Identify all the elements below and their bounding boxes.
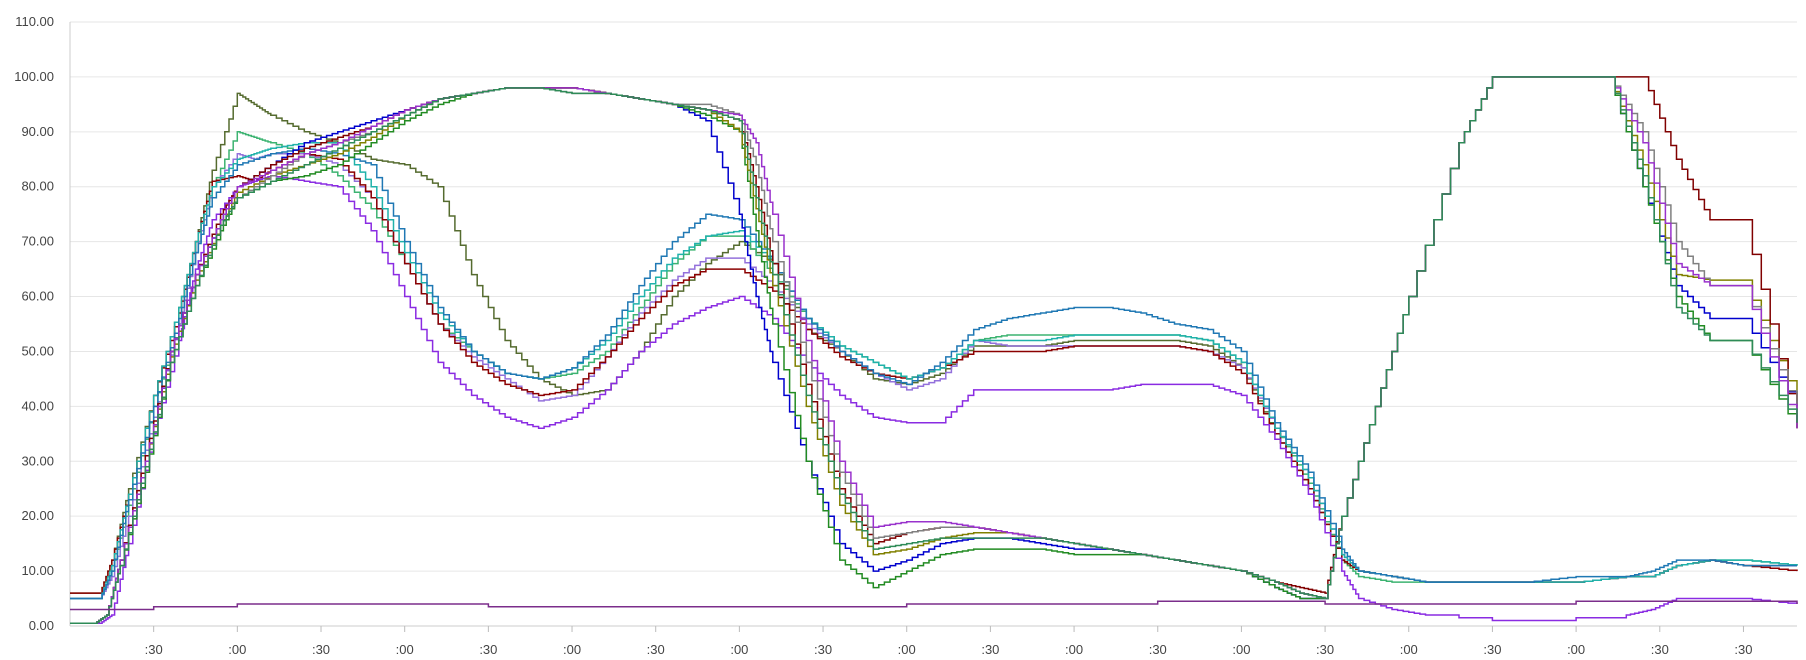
- x-tick-label: :30: [981, 642, 999, 657]
- y-tick-label: 0.00: [29, 618, 54, 633]
- x-tick-label: :00: [1400, 642, 1418, 657]
- x-tick-label: :30: [1316, 642, 1334, 657]
- x-tick-labels: :30 :00 :30 :00 :30 :00 :30 :00 :30 :00 :30 :00 :30:…: [145, 642, 1753, 657]
- x-tick-label: :30: [647, 642, 665, 657]
- x-tick-label: :30: [1734, 642, 1752, 657]
- x-tick-label: :00: [730, 642, 748, 657]
- series-line-5[interactable]: [70, 142, 1798, 600]
- y-tick-label: 110.00: [15, 14, 54, 29]
- y-tick-label: 60.00: [21, 289, 54, 304]
- x-tick-label: :30: [312, 642, 330, 657]
- y-tick-label: 100.00: [14, 69, 54, 84]
- x-tick-label: :00: [228, 642, 246, 657]
- x-tick-label: :00: [396, 642, 414, 657]
- series-layer: [70, 76, 1798, 625]
- y-tick-label: 40.00: [21, 398, 54, 413]
- x-tick-label: :30: [145, 642, 163, 657]
- y-tick-label: 20.00: [21, 508, 54, 523]
- series-line-14[interactable]: [70, 76, 1798, 625]
- y-tick-label: 50.00: [21, 343, 54, 358]
- y-tick-label: 80.00: [21, 179, 54, 194]
- x-tick-label: :00: [1232, 642, 1250, 657]
- y-tick-label: 90.00: [21, 124, 54, 139]
- x-tick-label: :30: [1483, 642, 1501, 657]
- x-tick-label: :30: [1149, 642, 1167, 657]
- axis-layer: [69, 22, 1797, 632]
- y-tick-label: 70.00: [21, 234, 54, 249]
- series-line-3[interactable]: [70, 153, 1797, 600]
- series-line-15[interactable]: [70, 600, 1798, 611]
- y-tick-labels: 0.00 10.00 20.00 30.00 40.00 50.00 60.00 70.00 8…: [14, 14, 54, 633]
- x-tick-label: :00: [1065, 642, 1083, 657]
- grid-layer: [70, 21, 1797, 627]
- x-tick-label: :00: [563, 642, 581, 657]
- x-tick-label: :00: [1567, 642, 1585, 657]
- y-tick-label: 10.00: [21, 563, 54, 578]
- x-tick-label: :00: [898, 642, 916, 657]
- x-tick-label: :30: [479, 642, 497, 657]
- y-tick-label: 30.00: [21, 453, 54, 468]
- x-tick-label: :30: [1651, 642, 1669, 657]
- x-tick-label: :30: [814, 642, 832, 657]
- series-line-7[interactable]: [70, 147, 1797, 600]
- series-line-6[interactable]: [70, 174, 1798, 625]
- series-line-4[interactable]: [70, 153, 1798, 594]
- series-line-10[interactable]: [70, 76, 1798, 625]
